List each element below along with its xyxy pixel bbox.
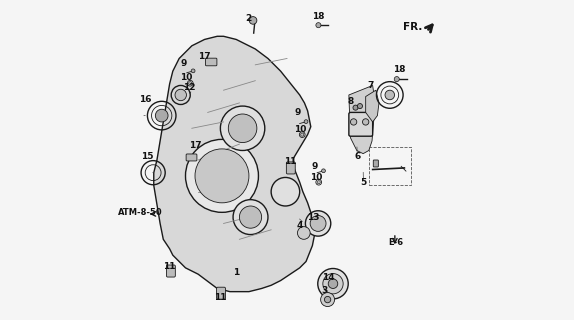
FancyBboxPatch shape [286, 162, 295, 174]
Text: 9: 9 [181, 59, 187, 68]
FancyBboxPatch shape [349, 112, 373, 136]
Circle shape [185, 140, 258, 212]
Circle shape [351, 119, 357, 125]
Text: 18: 18 [393, 65, 405, 74]
Circle shape [189, 82, 192, 85]
Text: 18: 18 [312, 12, 324, 21]
Circle shape [175, 89, 187, 101]
FancyBboxPatch shape [166, 265, 175, 277]
Circle shape [321, 169, 325, 173]
Polygon shape [154, 36, 316, 292]
Circle shape [195, 149, 249, 203]
Text: 3: 3 [321, 285, 327, 295]
FancyBboxPatch shape [205, 58, 217, 66]
Circle shape [321, 292, 335, 307]
Circle shape [353, 105, 358, 110]
Circle shape [228, 114, 257, 142]
Text: 12: 12 [183, 83, 196, 92]
Text: 11: 11 [214, 293, 227, 302]
Circle shape [239, 206, 262, 228]
Text: 4: 4 [297, 220, 303, 229]
Circle shape [385, 90, 394, 100]
Text: 1: 1 [233, 268, 239, 277]
Text: 17: 17 [198, 52, 211, 61]
Text: 9: 9 [311, 162, 317, 171]
Text: 11: 11 [164, 262, 176, 271]
Circle shape [304, 120, 308, 124]
Circle shape [233, 200, 268, 235]
Polygon shape [366, 90, 379, 122]
Circle shape [394, 76, 400, 82]
Text: 15: 15 [141, 152, 154, 161]
Circle shape [328, 279, 338, 288]
Text: 10: 10 [294, 125, 307, 134]
Text: 6: 6 [355, 152, 361, 161]
Circle shape [363, 119, 369, 125]
Circle shape [323, 274, 343, 294]
Circle shape [310, 215, 326, 231]
Circle shape [305, 211, 331, 236]
Text: FR.: FR. [402, 22, 422, 32]
Circle shape [249, 17, 257, 24]
Text: 7: 7 [367, 81, 374, 90]
Text: E-6: E-6 [389, 238, 404, 247]
Circle shape [318, 268, 348, 299]
Circle shape [324, 296, 331, 303]
Polygon shape [349, 85, 375, 154]
Circle shape [301, 133, 304, 136]
Text: ATM-8-50: ATM-8-50 [118, 208, 163, 217]
Text: 10: 10 [180, 73, 193, 82]
Text: 13: 13 [308, 212, 320, 222]
Text: 2: 2 [245, 14, 251, 23]
Circle shape [220, 106, 265, 150]
Circle shape [297, 227, 310, 239]
FancyBboxPatch shape [216, 287, 226, 299]
Circle shape [191, 69, 195, 73]
Text: 10: 10 [310, 173, 323, 182]
FancyBboxPatch shape [373, 160, 378, 167]
Text: 14: 14 [322, 273, 335, 282]
Circle shape [271, 178, 300, 206]
Text: 11: 11 [284, 157, 296, 166]
Text: 17: 17 [189, 141, 201, 150]
Text: 8: 8 [347, 97, 354, 106]
Circle shape [358, 104, 363, 108]
Circle shape [317, 180, 320, 184]
Circle shape [156, 109, 168, 122]
Circle shape [316, 23, 321, 28]
Text: 5: 5 [360, 178, 366, 187]
FancyBboxPatch shape [186, 154, 197, 161]
Text: 16: 16 [139, 95, 152, 104]
Text: 9: 9 [294, 108, 301, 117]
